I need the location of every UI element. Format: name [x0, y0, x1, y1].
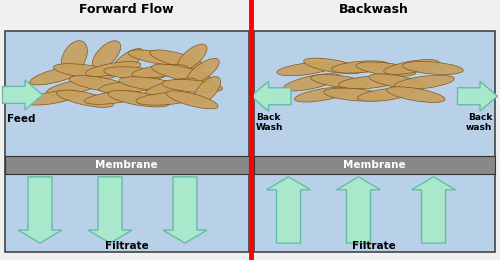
FancyArrow shape [2, 80, 42, 110]
Ellipse shape [332, 61, 390, 73]
Ellipse shape [99, 81, 156, 93]
Ellipse shape [30, 66, 84, 85]
Ellipse shape [194, 77, 220, 104]
Ellipse shape [104, 67, 165, 80]
FancyArrow shape [18, 177, 62, 243]
FancyArrow shape [88, 177, 132, 243]
FancyArrow shape [251, 81, 291, 111]
Ellipse shape [92, 41, 120, 70]
Ellipse shape [338, 76, 400, 89]
Bar [5, 31, 248, 252]
Ellipse shape [85, 62, 140, 76]
Ellipse shape [128, 50, 184, 65]
Ellipse shape [162, 80, 222, 93]
Ellipse shape [283, 74, 340, 91]
Ellipse shape [108, 90, 170, 107]
Ellipse shape [56, 90, 114, 107]
Ellipse shape [186, 58, 219, 84]
Text: Membrane: Membrane [96, 160, 158, 170]
Text: Membrane: Membrane [343, 160, 406, 170]
Ellipse shape [132, 64, 188, 78]
Bar [254, 156, 495, 174]
Text: Filtrate: Filtrate [352, 241, 396, 251]
FancyArrow shape [266, 177, 310, 243]
FancyArrow shape [412, 177, 456, 243]
Ellipse shape [69, 76, 131, 92]
Ellipse shape [145, 78, 197, 96]
Ellipse shape [277, 62, 334, 76]
Ellipse shape [369, 74, 424, 89]
Text: Filtrate: Filtrate [105, 241, 148, 251]
Ellipse shape [25, 90, 80, 105]
FancyArrow shape [336, 177, 380, 243]
FancyArrow shape [163, 177, 207, 243]
Ellipse shape [61, 41, 88, 74]
Ellipse shape [304, 58, 362, 74]
Text: Backwash: Backwash [340, 3, 409, 16]
Ellipse shape [152, 64, 212, 82]
Ellipse shape [356, 62, 416, 76]
Ellipse shape [358, 88, 414, 101]
Ellipse shape [136, 92, 197, 105]
Ellipse shape [386, 87, 445, 102]
Text: Feed: Feed [8, 114, 36, 124]
Text: Forward Flow: Forward Flow [80, 3, 174, 16]
Bar [5, 156, 248, 174]
Ellipse shape [402, 62, 463, 74]
Ellipse shape [150, 50, 204, 69]
Ellipse shape [54, 64, 116, 79]
Ellipse shape [112, 49, 144, 73]
Ellipse shape [177, 44, 207, 70]
Text: Back
wash: Back wash [466, 113, 492, 132]
Ellipse shape [311, 75, 368, 88]
Ellipse shape [166, 91, 218, 109]
Ellipse shape [294, 87, 350, 102]
Ellipse shape [84, 91, 141, 104]
Ellipse shape [324, 88, 384, 101]
Ellipse shape [46, 79, 102, 96]
Ellipse shape [384, 60, 439, 74]
FancyArrow shape [458, 81, 498, 111]
Ellipse shape [394, 75, 454, 89]
Ellipse shape [120, 77, 180, 91]
Bar [254, 31, 495, 252]
Text: Back
Wash: Back Wash [256, 113, 283, 132]
